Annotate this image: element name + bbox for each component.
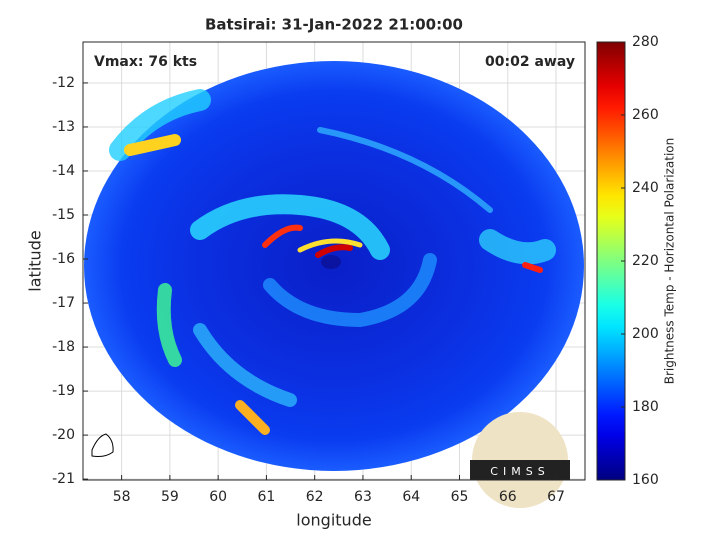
band: [262, 224, 303, 248]
colorbar-tick-label: 160: [632, 472, 659, 488]
colorbar: [596, 41, 626, 481]
x-tick-label: 65: [451, 489, 469, 505]
band: [156, 283, 182, 367]
y-tick-label: -16: [52, 251, 75, 267]
colorbar-tick-label: 200: [632, 326, 659, 342]
annotation: Vmax: 76 kts: [94, 54, 197, 70]
chart-title: Batsirai: 31-Jan-2022 21:00:00: [205, 16, 463, 34]
logo-band: [470, 460, 570, 480]
y-tick-label: -12: [52, 75, 75, 91]
colorbar-label: Brightness Temp - Horizontal Polarizatio…: [663, 138, 677, 385]
rainbands: [109, 89, 556, 435]
band: [263, 253, 437, 328]
x-tick-label: 58: [113, 489, 131, 505]
band: [315, 244, 353, 258]
y-tick-label: -15: [52, 207, 75, 223]
logo-text: CIMSS: [490, 465, 549, 478]
coastline: [91, 433, 114, 457]
y-tick-label: -18: [52, 339, 75, 355]
x-tick-label: 63: [354, 489, 372, 505]
x-tick-label: 66: [499, 489, 517, 505]
x-tick-label: 64: [402, 489, 420, 505]
colorbar-tick-label: 260: [632, 107, 659, 123]
band: [235, 400, 270, 435]
x-tick-label: 60: [209, 489, 227, 505]
annotation: 00:02 away: [485, 54, 575, 70]
y-tick-label: -21: [52, 471, 75, 487]
eye: [321, 255, 341, 269]
y-axis-label: latitude: [26, 230, 45, 291]
y-tick-label: -19: [52, 383, 75, 399]
band: [124, 134, 181, 156]
x-tick-label: 62: [306, 489, 324, 505]
y-tick-label: -14: [52, 163, 75, 179]
band: [479, 229, 556, 265]
x-tick-label: 67: [547, 489, 565, 505]
x-axis-label: longitude: [296, 511, 371, 530]
colorbar-tick-label: 220: [632, 253, 659, 269]
logo: CIMSS: [470, 412, 570, 508]
y-tick-label: -20: [52, 427, 75, 443]
band: [522, 262, 543, 273]
swath: [84, 61, 584, 471]
y-tick-label: -13: [52, 119, 75, 135]
band: [109, 89, 211, 161]
band: [317, 127, 493, 213]
colorbar-tick-label: 180: [632, 399, 659, 415]
colorbar-tick-label: 240: [632, 180, 659, 196]
band: [190, 194, 390, 260]
x-tick-label: 59: [161, 489, 179, 505]
x-tick-label: 61: [258, 489, 276, 505]
band: [297, 238, 363, 253]
band: [193, 323, 297, 407]
plot-frame: [82, 41, 586, 481]
colorbar-tick-label: 280: [632, 34, 659, 50]
y-tick-label: -17: [52, 295, 75, 311]
